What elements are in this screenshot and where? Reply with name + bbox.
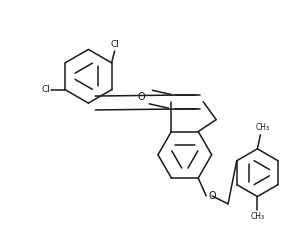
- Text: CH₃: CH₃: [250, 212, 264, 221]
- Text: O: O: [208, 191, 216, 201]
- Text: Cl: Cl: [41, 85, 50, 94]
- Text: O: O: [138, 92, 146, 102]
- Text: Cl: Cl: [110, 40, 119, 49]
- Text: CH₃: CH₃: [255, 123, 270, 132]
